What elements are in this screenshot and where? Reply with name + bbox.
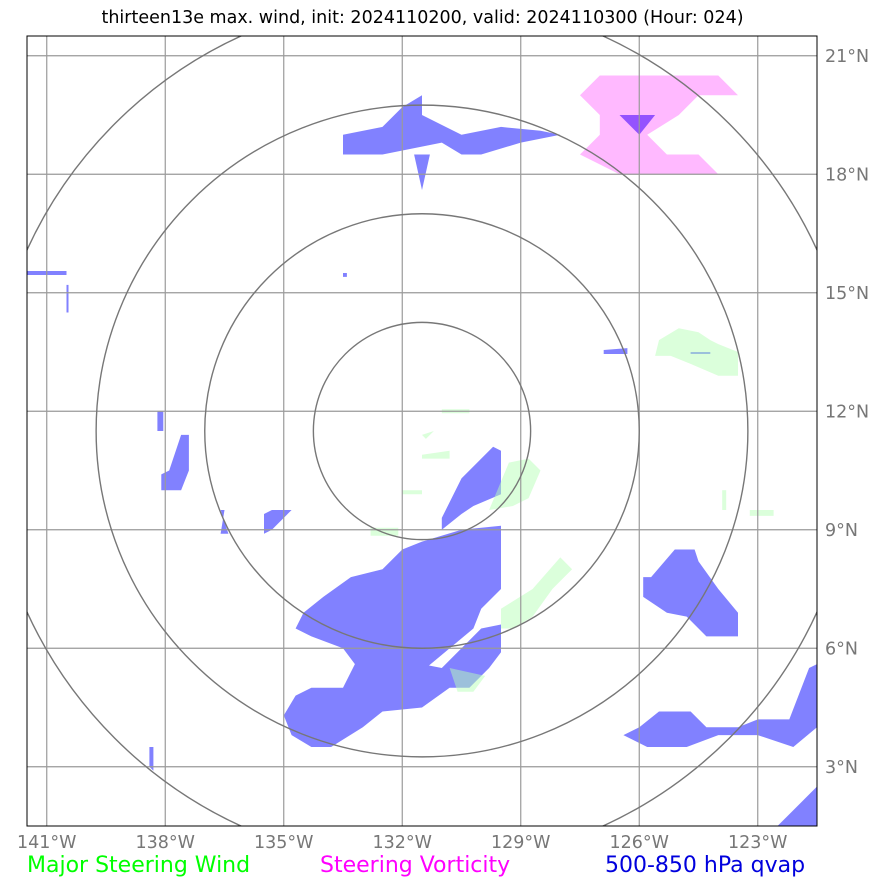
tick-label-lat-5: 18°N — [825, 165, 869, 185]
field-0-region-14 — [777, 786, 817, 826]
field-0-region-1 — [414, 154, 430, 190]
range-ring-2 — [95, 104, 749, 758]
legend-steering-vorticity: Steering Vorticity — [320, 853, 511, 878]
field-0-region-7 — [161, 434, 189, 491]
range-ring-1 — [204, 213, 640, 649]
field-1-region-0 — [580, 75, 738, 175]
tick-labels: 141°W 138°W 135°W 132°W 129°W 126°W 123°W 3°N 6°… — [17, 47, 869, 853]
field-0-region-0 — [343, 95, 561, 155]
field-0-region-13 — [623, 664, 817, 747]
field-0-region-4 — [603, 348, 628, 354]
tick-label-lat-0: 3°N — [825, 758, 858, 778]
field-0-region-10 — [441, 446, 501, 530]
field-0-region-3 — [66, 284, 69, 313]
tick-label-lat-1: 6°N — [825, 639, 858, 659]
field-0-region-15 — [149, 747, 154, 771]
field-0-region-12 — [643, 549, 738, 637]
tick-label-lat-2: 9°N — [825, 521, 858, 541]
field-0-region-9 — [264, 510, 292, 534]
range-ring-0 — [312, 321, 532, 541]
tick-label-lon-5: 126°W — [610, 833, 669, 853]
tick-label-lon-3: 132°W — [373, 833, 432, 853]
tick-label-lon-6: 123°W — [728, 833, 787, 853]
chart-title: thirteen13e max. wind, init: 2024110200,… — [101, 8, 744, 28]
tick-label-lat-6: 21°N — [825, 47, 869, 67]
gridlines — [27, 36, 817, 826]
tick-label-lon-4: 129°W — [491, 833, 550, 853]
field-3-region-4 — [422, 450, 450, 459]
field-2-region-0 — [619, 115, 656, 135]
field-3-region-5 — [402, 490, 422, 495]
field-3-region-10 — [722, 490, 727, 510]
field-3-region-9 — [749, 510, 774, 516]
field-0-region-16 — [343, 273, 347, 277]
tick-label-lat-3: 12°N — [825, 402, 869, 422]
tick-label-lat-4: 15°N — [825, 284, 869, 304]
field-0-region-11 — [283, 525, 501, 747]
field-3-region-1 — [489, 458, 541, 510]
field-3-region-3 — [449, 668, 486, 692]
tick-label-lon-0: 141°W — [17, 833, 76, 853]
field-3-region-0 — [655, 328, 738, 376]
tick-label-lon-2: 135°W — [254, 833, 313, 853]
range-rings — [27, 36, 817, 826]
field-3-region-6 — [422, 431, 434, 439]
field-3-region-2 — [501, 557, 573, 629]
plot-frame — [26, 35, 818, 827]
field-layer — [27, 75, 817, 826]
field-0-region-6 — [157, 411, 164, 431]
tick-label-lon-1: 138°W — [136, 833, 195, 853]
legend-major-steering-wind: Major Steering Wind — [27, 853, 251, 878]
legend-qvap: 500-850 hPa qvap — [605, 853, 806, 878]
